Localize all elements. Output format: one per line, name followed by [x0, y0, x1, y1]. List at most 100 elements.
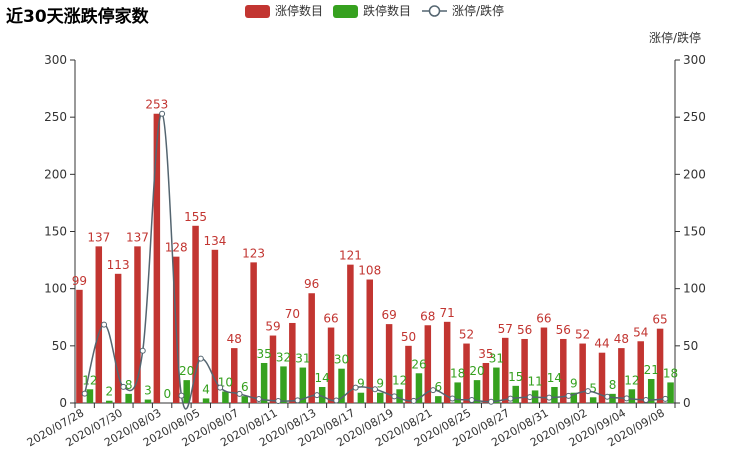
bar-up-label: 52	[575, 328, 590, 342]
bar-down-label: 32	[276, 350, 291, 364]
ratio-point-2020/08/31	[546, 394, 553, 401]
bar-up-2020/08/19	[385, 324, 393, 403]
bar-down-2020/08/31	[551, 386, 558, 403]
bar-up-2020/08/03	[153, 113, 161, 403]
bar-down-2020/08/26	[493, 367, 500, 403]
legend-item-label[interactable]: 跌停数目	[363, 3, 411, 18]
bar-down-label: 18	[450, 366, 465, 380]
bar-down-2020/09/01	[570, 392, 578, 403]
bar-down-label: 14	[547, 371, 562, 385]
bar-down-label: 5	[589, 381, 597, 395]
bar-up-2020/08/10	[250, 262, 257, 403]
bar-up-label: 134	[203, 234, 226, 248]
bar-up-2020/09/03	[598, 352, 606, 403]
bar-up-label: 96	[304, 277, 319, 291]
ratio-point-2020/08/24	[449, 395, 456, 402]
bar-up-label: 253	[145, 98, 168, 112]
ratio-point-2020/08/13	[313, 392, 320, 399]
bar-up-label: 69	[381, 308, 396, 322]
bar-up-2020/07/29	[95, 246, 103, 403]
bar-up-label: 57	[498, 322, 513, 336]
y-right-tick-label: 200	[683, 167, 706, 181]
bar-down-label: 8	[609, 378, 617, 392]
bar-down-label: 26	[411, 357, 426, 371]
y-right-axis-label: 涨停/跌停	[649, 30, 701, 45]
bar-up-2020/08/13	[308, 293, 315, 403]
ratio-point-2020/09/02	[584, 388, 591, 395]
ratio-point-2020/08/28	[526, 394, 533, 401]
ratio-line	[83, 112, 666, 410]
bar-up-label: 123	[242, 246, 265, 260]
bar-up-label: 65	[652, 313, 667, 327]
bar-up-2020/08/11	[269, 335, 277, 403]
bar-down-2020/08/06	[222, 391, 229, 403]
ratio-point-2020/07/28	[81, 390, 88, 397]
bar-up-2020/08/18	[366, 279, 373, 403]
bar-down-2020/08/05	[202, 398, 210, 403]
bar-down-label: 11	[527, 374, 542, 388]
bar-up-label: 128	[165, 241, 188, 255]
bar-up-2020/09/04	[618, 348, 625, 403]
bar-down-label: 6	[241, 380, 249, 394]
y-right-tick-label: 0	[683, 396, 691, 410]
bar-down-2020/09/07	[647, 378, 655, 403]
bar-up-2020/08/27	[501, 337, 509, 403]
bar-up-label: 44	[594, 337, 609, 351]
ratio-point-2020/08/18	[372, 386, 378, 393]
bar-down-label: 35	[256, 347, 271, 361]
bar-up-2020/08/25	[463, 343, 470, 403]
bar-up-label: 52	[459, 328, 474, 342]
ratio-point-2020/08/21	[430, 387, 437, 394]
y-left-tick-label: 200	[44, 167, 67, 181]
bar-down-2020/08/11	[280, 366, 287, 403]
bar-up-2020/09/02	[579, 343, 586, 403]
ratio-point-2020/09/01	[565, 392, 572, 399]
y-left-tick-label: 50	[52, 339, 67, 353]
bar-up-2020/09/08	[656, 328, 664, 403]
bar-down-label: 21	[644, 363, 659, 377]
y-left-tick-label: 300	[44, 53, 67, 67]
bar-up-label: 54	[633, 325, 648, 339]
bar-down-2020/08/13	[318, 386, 326, 403]
ratio-point-2020/08/25	[468, 397, 475, 404]
ratio-point-2020/08/27	[507, 395, 514, 402]
bar-up-2020/08/05	[192, 225, 199, 403]
ratio-point-2020/08/07	[236, 390, 243, 397]
bar-down-label: 14	[315, 371, 330, 385]
legend-swatch-0	[245, 5, 270, 18]
legend-item-label[interactable]: 涨停数目	[275, 3, 323, 18]
y-left-tick-label: 150	[44, 225, 67, 239]
bar-up-2020/08/26	[482, 362, 490, 403]
bar-down-2020/08/10	[260, 362, 268, 403]
bar-up-label: 137	[126, 230, 149, 244]
bar-up-label: 35	[478, 347, 493, 361]
bar-up-label: 137	[87, 230, 110, 244]
bar-up-2020/08/12	[289, 322, 296, 403]
bar-up-label: 68	[420, 309, 435, 323]
ratio-point-2020/09/03	[604, 393, 611, 400]
bar-down-2020/08/07	[241, 396, 249, 403]
ratio-point-2020/07/29	[101, 321, 108, 328]
ratio-point-2020/09/07	[642, 397, 649, 404]
bar-up-label: 48	[227, 332, 242, 346]
bar-up-label: 121	[339, 249, 362, 263]
bar-up-2020/08/21	[424, 325, 432, 403]
bar-up-2020/08/14	[327, 327, 335, 403]
bar-down-2020/08/19	[396, 389, 403, 403]
bar-up-label: 59	[265, 320, 280, 334]
bar-up-2020/09/07	[637, 341, 644, 403]
ratio-point-2020/08/19	[391, 393, 398, 400]
y-right-tick-label: 250	[683, 110, 706, 124]
bar-up-label: 48	[614, 332, 629, 346]
ratio-point-2020/08/12	[294, 397, 301, 404]
y-right-tick-label: 300	[683, 53, 706, 67]
legend-marker	[428, 5, 441, 17]
ratio-point-2020/07/31	[139, 347, 146, 354]
bar-down-label: 31	[295, 352, 310, 366]
legend-item-label[interactable]: 涨停/跌停	[452, 3, 504, 18]
bar-up-label: 70	[285, 307, 300, 321]
bar-up-label: 56	[556, 323, 571, 337]
bar-down-2020/08/20	[415, 373, 423, 403]
bar-down-label: 18	[663, 366, 678, 380]
bar-down-label: 30	[334, 353, 349, 367]
